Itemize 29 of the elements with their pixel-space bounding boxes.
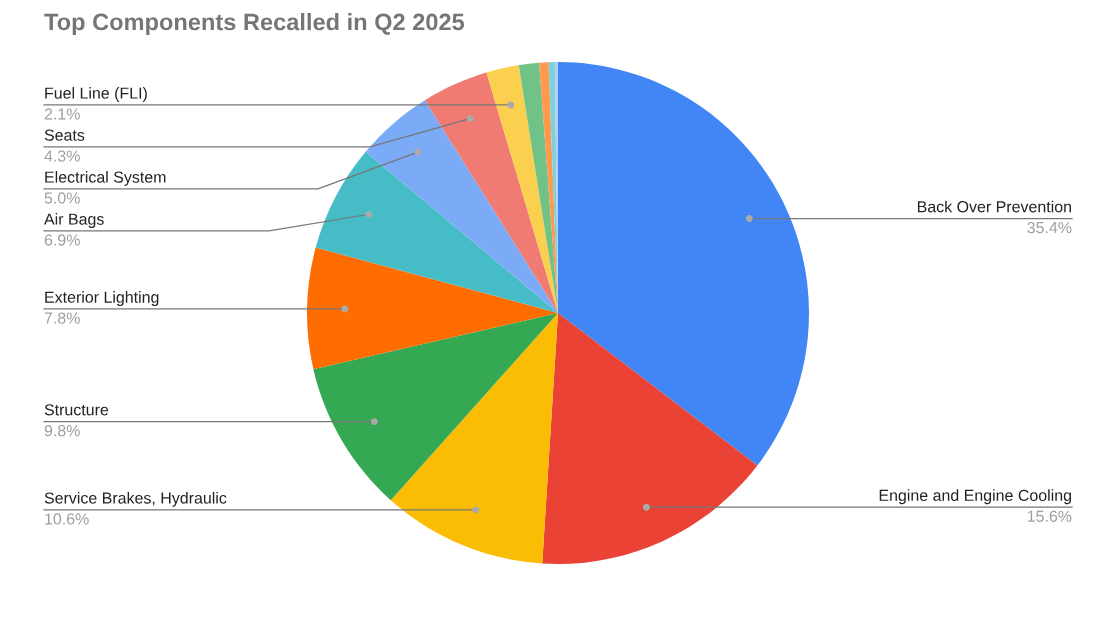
pie-slice [518, 62, 558, 313]
pie-slice [424, 72, 558, 313]
pie-slice [315, 151, 558, 313]
data-label: 5.0% [44, 192, 80, 204]
data-label: 15.6% [1027, 510, 1072, 522]
slice-label: Service Brakes, Hydraulic [44, 491, 227, 507]
pie-slice [558, 62, 809, 466]
pie-slice [486, 65, 558, 313]
pie-slice [313, 313, 558, 501]
slice-label: Electrical System [45, 171, 166, 186]
pie-slice [365, 100, 558, 313]
data-label: 35.4% [1027, 221, 1072, 234]
slice-label: Seats [44, 129, 85, 141]
slice-label: Structure [44, 404, 109, 416]
pie-slice [542, 313, 758, 564]
data-label: 7.8% [44, 312, 80, 324]
slice-label: Air Bags [44, 213, 104, 228]
slice-label: Back Over Prevention [917, 200, 1071, 213]
slice-label: Fuel Line (FLI) [45, 87, 147, 102]
data-label: 6.9% [44, 234, 80, 246]
pie-slice [307, 247, 558, 370]
data-label: 9.8% [44, 425, 80, 437]
data-label: 2.1% [44, 108, 80, 120]
data-label: 10.6% [45, 513, 89, 525]
pie-slice [390, 313, 558, 564]
slice-label: Engine and Engine Cooling [879, 489, 1071, 505]
chart-title: Top Components Recalled in Q2 2025 [44, 13, 465, 35]
data-label: 4.3% [44, 150, 80, 162]
slice-label: Exterior Lighting [45, 291, 159, 306]
